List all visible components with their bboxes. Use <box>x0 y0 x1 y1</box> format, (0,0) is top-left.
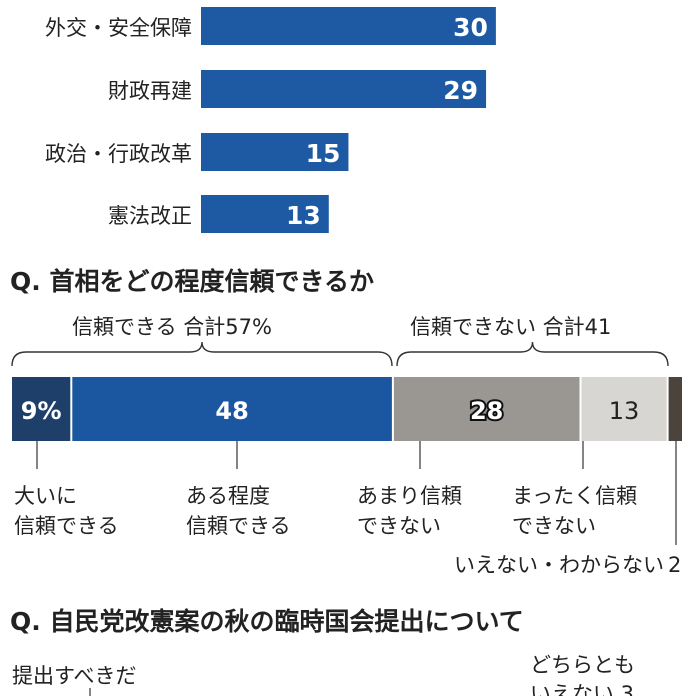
segment-value-label: 28 <box>470 397 503 425</box>
segment-value-label: 48 <box>215 397 248 425</box>
bar <box>201 133 349 171</box>
segment-category-label: いえない 3 <box>530 682 634 696</box>
group-label: 信頼できる 合計57% <box>72 315 272 339</box>
group-label: 信頼できない 合計41 <box>410 315 611 339</box>
bar <box>201 195 329 233</box>
stacked-segment <box>581 377 667 441</box>
bar-category-label: 外交・安全保障 <box>45 16 192 40</box>
segment-category-label: 信頼できる <box>186 514 291 538</box>
segment-category-label: できない <box>357 514 441 538</box>
question-title: Q. 首相をどの程度信頼できるか <box>10 267 374 296</box>
bar-value-label: 13 <box>286 201 321 230</box>
stacked-segment <box>12 377 71 441</box>
brace-distrust <box>396 341 669 367</box>
bar-value-label: 15 <box>306 139 341 168</box>
segment-value-label: 13 <box>609 397 640 425</box>
bar-value-label: 30 <box>453 13 488 42</box>
bar <box>201 7 496 45</box>
segment-category-label: 大いに <box>14 484 77 508</box>
bar-category-label: 憲法改正 <box>108 204 192 228</box>
segment-category-label: どちらとも <box>530 653 635 677</box>
segment-category-label: あまり信頼 <box>357 484 462 508</box>
segment-category-label: まったく信頼 <box>512 484 637 508</box>
segment-category-label: できない <box>512 514 596 538</box>
brace-trust <box>11 341 393 367</box>
segment-category-label: 信頼できる <box>14 514 119 538</box>
segment-value-label: 9% <box>21 397 62 425</box>
segment-category-label: 提出すべきだ <box>12 664 137 688</box>
stacked-segment <box>393 377 580 441</box>
bar <box>201 70 487 108</box>
question-title: Q. 自民党改憲案の秋の臨時国会提出について <box>10 607 524 636</box>
stacked-segment <box>72 377 392 441</box>
segment-category-label: いえない・わからない <box>454 553 664 577</box>
bar-value-label: 29 <box>443 76 478 105</box>
segment-category-label: ある程度 <box>186 484 270 508</box>
segment-value-label: 2 <box>668 553 681 577</box>
bar-category-label: 財政再建 <box>108 79 192 103</box>
stacked-segment <box>668 377 682 441</box>
bar-category-label: 政治・行政改革 <box>45 142 192 166</box>
